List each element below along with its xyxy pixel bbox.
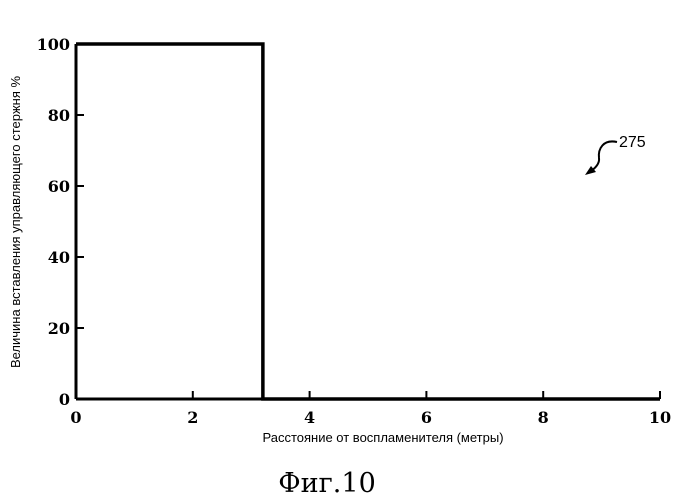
- reference-annotation: 275: [585, 134, 646, 175]
- x-tick-label: 2: [187, 408, 198, 427]
- ticks: [76, 44, 660, 399]
- y-tick-label: 20: [48, 319, 70, 338]
- x-axis-title: Расстояние от воспламенителя (метры): [262, 430, 503, 445]
- x-tick-label: 6: [421, 408, 432, 427]
- tick-labels: 0246810020406080100: [37, 35, 672, 427]
- x-tick-label: 4: [304, 408, 315, 427]
- reference-label: 275: [619, 134, 646, 151]
- y-tick-label: 100: [37, 35, 70, 54]
- x-tick-label: 0: [70, 408, 81, 427]
- y-axis-title: Величина вставления управляющего стержня…: [8, 76, 23, 369]
- x-tick-label: 8: [538, 408, 549, 427]
- y-tick-label: 0: [59, 390, 70, 409]
- figure-caption: Фиг.10: [278, 468, 376, 499]
- series-layer: [76, 44, 660, 399]
- series-line: [76, 44, 660, 399]
- y-tick-label: 40: [48, 248, 70, 267]
- x-tick-label: 10: [649, 408, 671, 427]
- plot-frame: [76, 44, 660, 399]
- y-tick-label: 80: [48, 106, 70, 125]
- y-tick-label: 60: [48, 177, 70, 196]
